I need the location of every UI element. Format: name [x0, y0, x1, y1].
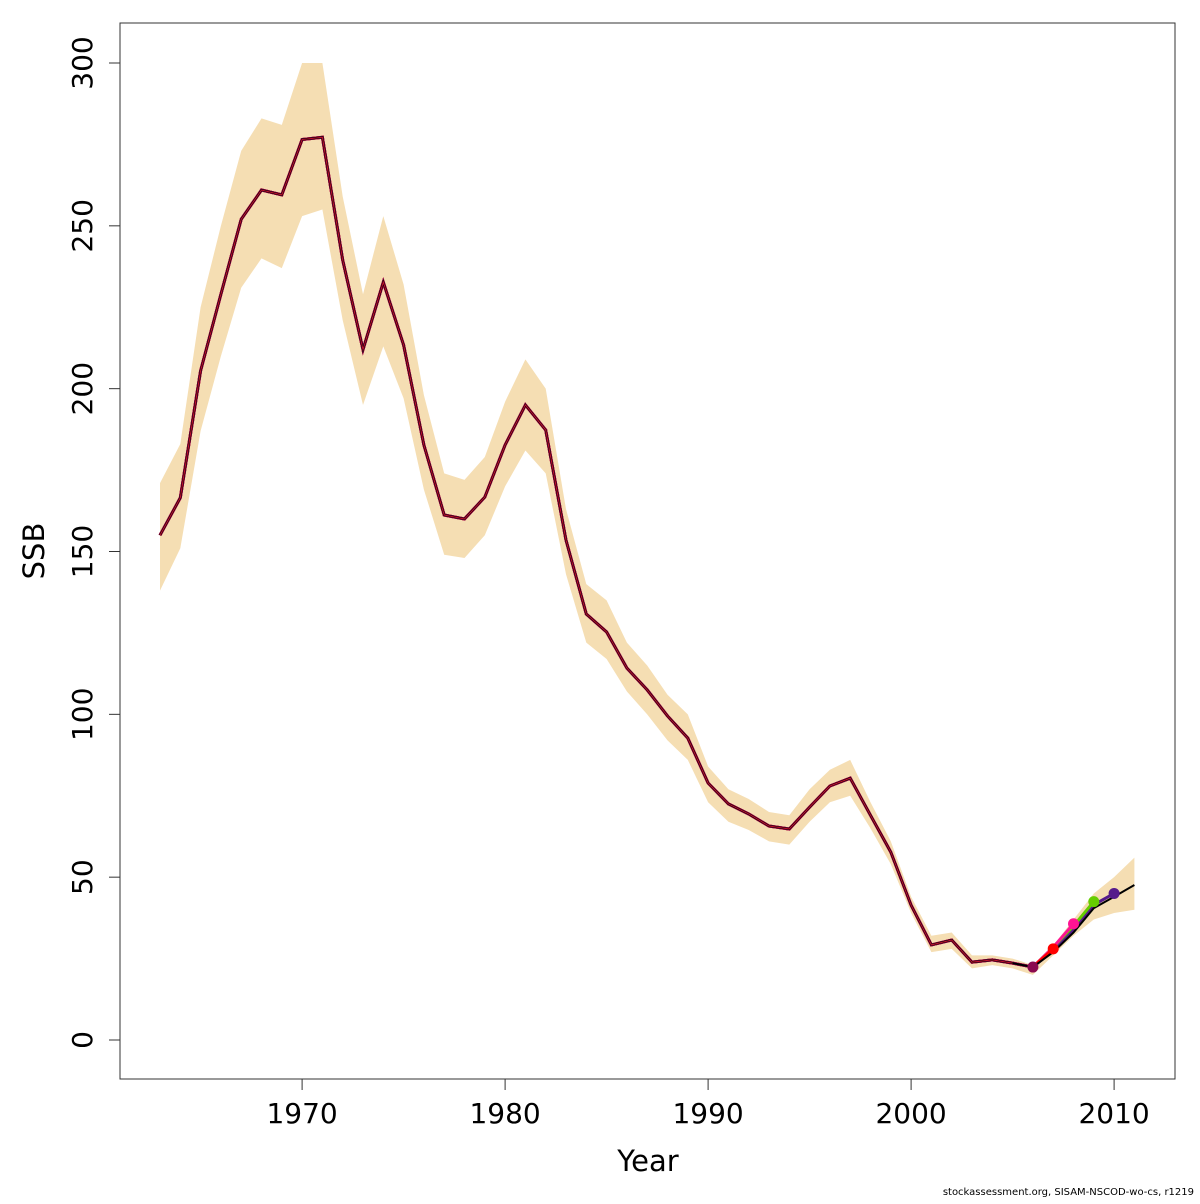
- x-tick-label: 1970: [266, 1097, 337, 1130]
- x-axis: 1970 1980 1990 2000 2010: [266, 1079, 1149, 1130]
- terminal-point-2010: [1109, 888, 1120, 899]
- terminal-point-2007: [1048, 943, 1059, 954]
- series-lines-layer: [160, 137, 1134, 967]
- ssb-line: [160, 137, 1134, 967]
- y-tick-label: 300: [66, 36, 99, 89]
- retro-line-2009: [160, 137, 1094, 967]
- x-tick-label: 1980: [469, 1097, 540, 1130]
- x-tick-label: 2010: [1078, 1097, 1149, 1130]
- x-tick-label: 2000: [875, 1097, 946, 1130]
- retro-line-2006: [160, 137, 1033, 967]
- x-axis-label: Year: [616, 1144, 678, 1178]
- terminal-point-2006: [1027, 962, 1038, 973]
- retro-line-2010: [160, 137, 1114, 967]
- y-tick-label: 50: [66, 859, 99, 895]
- retro-line-2007: [160, 137, 1053, 967]
- footer-credit: stockassessment.org, SISAM-NSCOD-wo-cs, …: [943, 1187, 1194, 1198]
- y-tick-label: 250: [66, 199, 99, 252]
- confidence-band-layer: [160, 63, 1134, 975]
- terminal-point-2008: [1068, 918, 1079, 929]
- x-tick-label: 1990: [672, 1097, 743, 1130]
- y-axis-label: SSB: [17, 523, 51, 580]
- terminal-point-2009: [1088, 896, 1099, 907]
- y-tick-label: 100: [66, 688, 99, 741]
- y-tick-label: 200: [66, 362, 99, 415]
- y-tick-label: 150: [66, 525, 99, 578]
- confidence-band: [160, 63, 1134, 975]
- y-tick-label: 0: [66, 1031, 99, 1049]
- y-axis: 0 50 100 150 200 250 300: [66, 36, 120, 1049]
- retro-line-2008: [160, 137, 1074, 967]
